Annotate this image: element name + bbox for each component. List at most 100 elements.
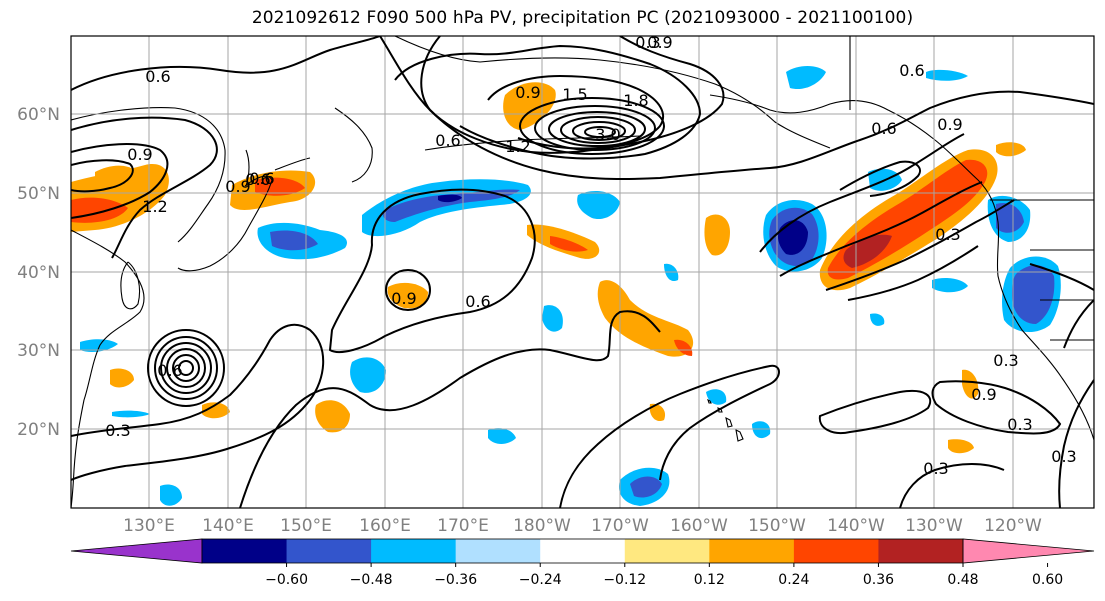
pv-contour xyxy=(328,188,536,354)
contour-labels: 0.60.91.20.90.60.9 1.5 1.83.00.6 1.20.90.60… xyxy=(105,33,1076,478)
precip-negative-region xyxy=(932,278,968,293)
contour-label: 0.6 xyxy=(871,119,896,138)
colorbar-bin xyxy=(286,539,372,563)
contour-label: 0.3 xyxy=(993,351,1018,370)
contour-label: 1.2 xyxy=(505,137,530,156)
precip-positive-region xyxy=(962,369,979,399)
colorbar: −0.60 −0.48 −0.36 −0.24 −0.12 0.12 0.24 0.36 0.4… xyxy=(70,538,1095,588)
colorbar-bin xyxy=(793,539,879,563)
pv-contour xyxy=(1058,379,1094,508)
pv-contour xyxy=(178,360,194,376)
pv-contour xyxy=(394,44,702,160)
graticule xyxy=(71,36,1094,508)
pv-contour xyxy=(584,126,616,138)
colorbar-tick-label: 0.60 xyxy=(1032,572,1063,588)
colorbar-outline xyxy=(201,538,964,564)
pv-contour xyxy=(548,111,646,147)
pv-contour xyxy=(71,159,134,193)
pv-contour xyxy=(239,310,661,508)
contour-label: 0.6 xyxy=(899,61,924,80)
contour-label: 0.3 xyxy=(105,421,130,440)
contour-label: 0.6 xyxy=(157,361,182,380)
precip-negative-region xyxy=(577,190,620,220)
colorbar-tick-label: −0.36 xyxy=(434,572,477,588)
pv-contour xyxy=(825,199,1015,291)
pv-contour xyxy=(779,181,983,277)
pv-contour xyxy=(560,116,636,144)
colorbar-bin xyxy=(371,539,457,563)
pv-contour xyxy=(172,354,200,382)
contour-label: 0.9 xyxy=(225,177,250,196)
pv-contour xyxy=(847,245,979,301)
pv-contour xyxy=(160,342,212,394)
map-frame xyxy=(70,35,1095,509)
precip-negative-core xyxy=(383,189,520,222)
lat-label: 30°N xyxy=(17,341,60,361)
lon-label: 120°W xyxy=(984,516,1042,536)
contour-label: 0.3 xyxy=(935,225,960,244)
pv-contour xyxy=(147,329,225,407)
pv-contours xyxy=(71,36,1094,508)
pv-contour xyxy=(519,97,665,155)
precip-positive-region xyxy=(649,403,666,422)
pv-contour xyxy=(1029,263,1094,291)
pv-contour xyxy=(572,121,626,141)
contour-label: 0.6 xyxy=(145,67,170,86)
pv-contour xyxy=(154,336,218,400)
colorbar-tick-label: −0.60 xyxy=(265,572,308,588)
precip-negative-region xyxy=(786,66,826,90)
lat-label: 60°N xyxy=(17,105,60,125)
colorbar-bin xyxy=(878,539,964,563)
precip-negative-region xyxy=(80,339,118,352)
precip-negative-region xyxy=(488,428,516,444)
longitude-labels: 130°E 140°E 150°E 160°E 170°E 180°W 170°… xyxy=(123,516,1042,536)
precip-negative-region xyxy=(870,313,885,326)
lat-label: 20°N xyxy=(17,420,60,440)
colorbar-bin xyxy=(540,539,626,563)
lon-label: 150°W xyxy=(748,516,806,536)
precip-positive-region xyxy=(110,368,134,388)
colorbar-tick-label: −0.12 xyxy=(603,572,646,588)
colorbar-tick-label: −0.24 xyxy=(519,572,562,588)
contour-label: 0.3 xyxy=(923,459,948,478)
precip-positive-core xyxy=(674,339,693,356)
contour-label: 0.9 xyxy=(515,83,540,102)
colorbar-extend-low xyxy=(70,538,203,564)
contour-label: 0.6 xyxy=(249,169,274,188)
pv-contour xyxy=(71,36,381,91)
precip-positive-region xyxy=(202,402,230,419)
contour-label: 0.6 xyxy=(245,170,270,189)
latitude-labels: 60°N 50°N 40°N 30°N 20°N xyxy=(17,105,60,440)
lon-label: 160°W xyxy=(670,516,728,536)
colorbar-bin xyxy=(709,539,795,563)
precip-positive-region xyxy=(387,282,428,309)
precip-negative-strong xyxy=(778,220,808,255)
contour-label: 0.9 xyxy=(647,33,672,52)
lon-label: 140°E xyxy=(202,516,254,536)
contour-label: 0.9 xyxy=(937,115,962,134)
contour-label: 0.3 xyxy=(635,33,660,52)
lon-label: 130°W xyxy=(905,516,963,536)
pv-contour xyxy=(931,380,1062,435)
pv-contour xyxy=(71,323,325,481)
lon-label: 170°E xyxy=(437,516,489,536)
map-title: 2021092612 F090 500 hPa PV, precipitatio… xyxy=(251,8,914,28)
colorbar-tick-label: 0.36 xyxy=(863,572,894,588)
pv-contour xyxy=(71,116,218,259)
precip-negative-region xyxy=(542,305,563,332)
precip-negative-region xyxy=(706,389,727,405)
precip-negative-region xyxy=(926,69,968,81)
precip-negative-region xyxy=(160,484,182,506)
precip-positive-region xyxy=(996,142,1026,157)
colorbar-extend-high xyxy=(962,538,1095,564)
precip-positive-region xyxy=(704,214,730,256)
contour-label: 0.9 xyxy=(971,385,996,404)
contour-label: 1.2 xyxy=(142,197,167,216)
pv-contour xyxy=(1063,299,1094,349)
pv-contour xyxy=(559,364,780,508)
pv-contour xyxy=(839,160,921,197)
precip-positive-region xyxy=(315,400,350,433)
colorbar-tick-label: 0.12 xyxy=(694,572,725,588)
colorbar-tick-label: 0.24 xyxy=(778,572,809,588)
